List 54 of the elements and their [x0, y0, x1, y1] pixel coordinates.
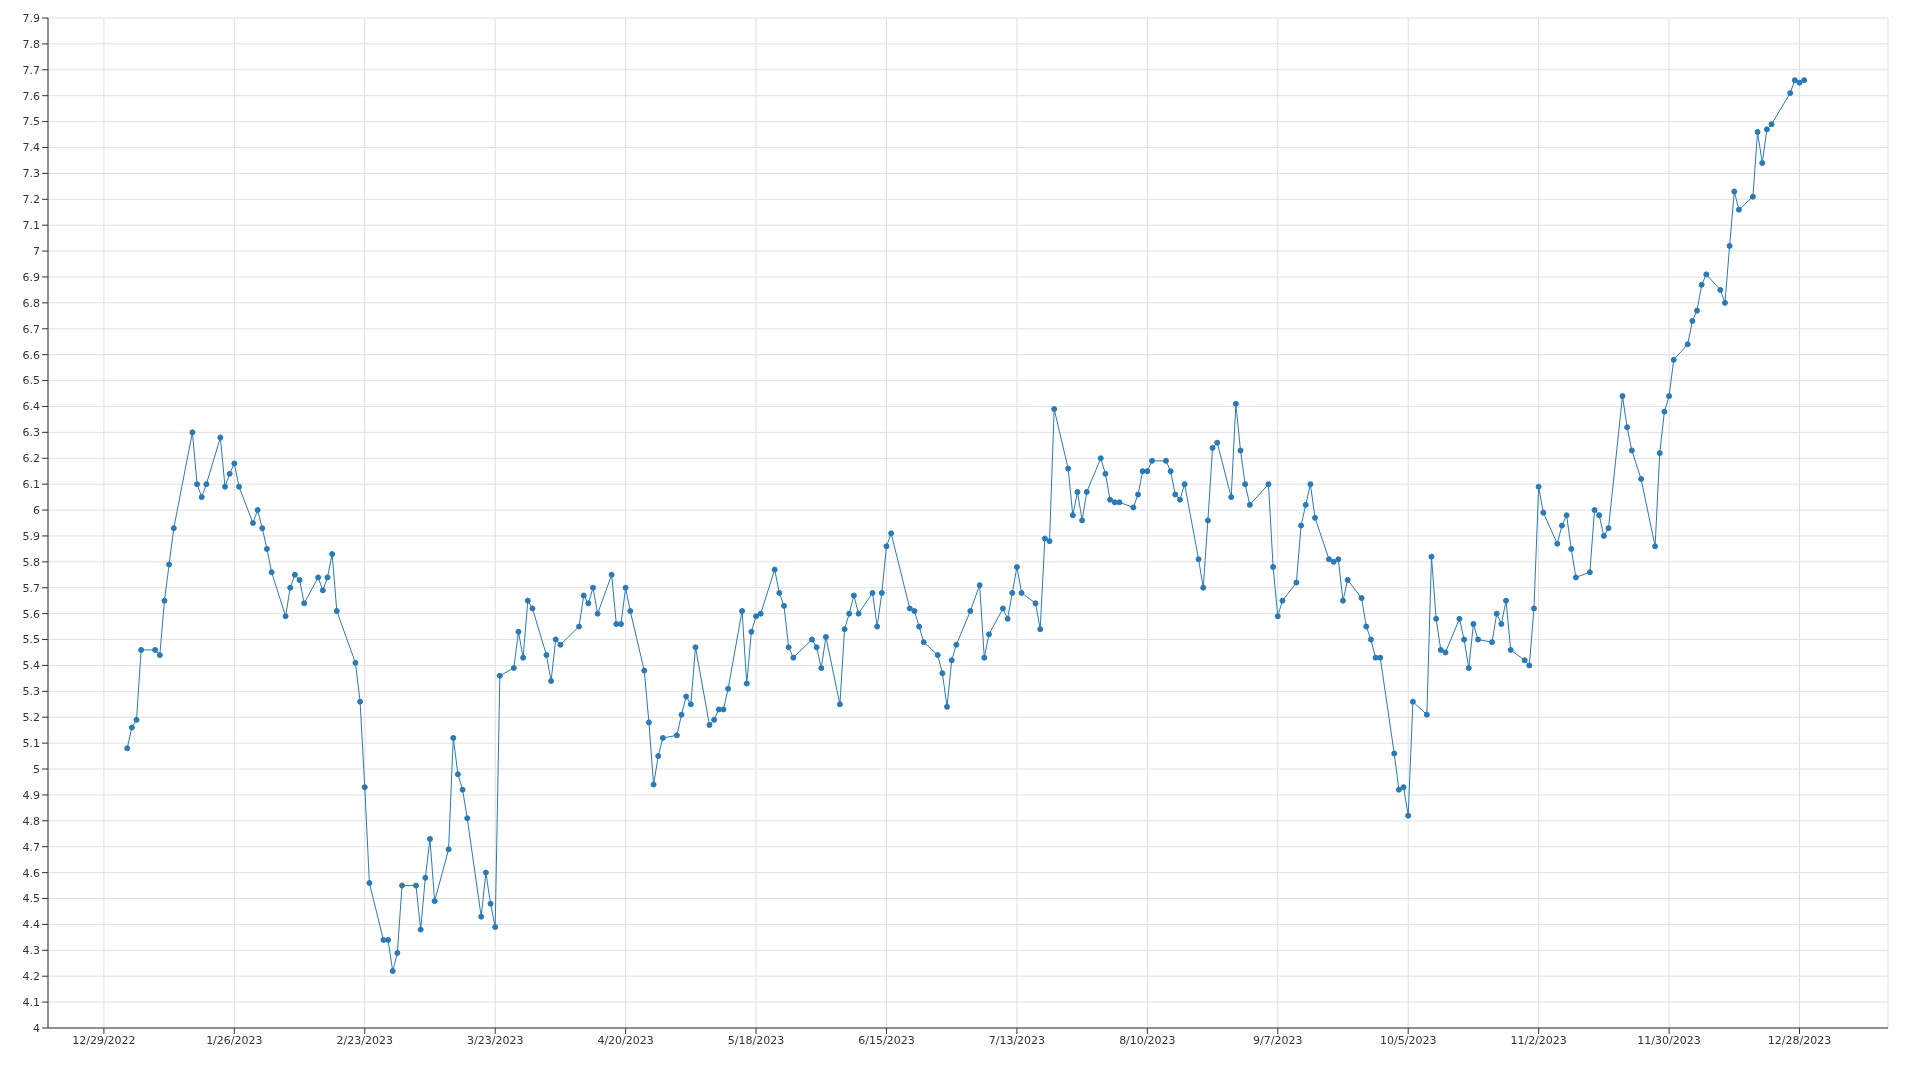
- y-tick-label: 7.5: [22, 115, 40, 129]
- y-tick-label: 7.8: [22, 37, 40, 51]
- y-tick-label: 4.8: [22, 814, 40, 828]
- y-tick-label: 7.2: [22, 193, 40, 207]
- x-tick-label: 10/5/2023: [1380, 1033, 1437, 1047]
- y-tick-label: 6.7: [22, 322, 40, 336]
- x-tick-label: 4/20/2023: [597, 1033, 654, 1047]
- y-tick-label: 6.8: [22, 296, 40, 310]
- x-tick-label: 7/13/2023: [988, 1033, 1046, 1047]
- x-tick-label: 6/15/2023: [858, 1033, 915, 1047]
- y-tick-label: 6.6: [22, 348, 40, 362]
- y-tick-label: 5.8: [22, 555, 40, 569]
- x-tick-label: 12/28/2023: [1767, 1033, 1832, 1047]
- y-tick-label: 5.9: [22, 529, 40, 543]
- x-tick-label: 8/10/2023: [1119, 1033, 1176, 1047]
- y-tick-label: 4.6: [22, 866, 40, 880]
- y-tick-label: 6.1: [22, 478, 40, 492]
- y-tick-label: 4.5: [22, 892, 40, 906]
- y-tick-label: 4.2: [22, 970, 40, 984]
- x-tick-label: 12/29/2022: [72, 1033, 136, 1047]
- y-tick-label: 4.3: [22, 944, 40, 958]
- y-tick-label: 5: [33, 762, 40, 776]
- y-tick-label: 6.5: [22, 374, 40, 388]
- y-tick-label: 6.3: [22, 426, 40, 440]
- x-tick-label: 9/7/2023: [1253, 1033, 1303, 1047]
- y-tick-label: 5.5: [22, 633, 40, 647]
- y-tick-label: 5.1: [22, 737, 40, 751]
- y-tick-label: 7.6: [22, 89, 40, 103]
- y-tick-label: 7.9: [22, 11, 40, 25]
- y-tick-label: 4: [33, 1021, 40, 1035]
- y-tick-label: 6.9: [22, 270, 40, 284]
- x-tick-label: 2/23/2023: [336, 1033, 393, 1047]
- y-tick-label: 6.2: [22, 452, 40, 466]
- x-tick-label: 11/30/2023: [1637, 1033, 1701, 1047]
- x-tick-label: 3/23/2023: [466, 1033, 524, 1047]
- y-tick-label: 4.4: [22, 918, 40, 932]
- y-tick-label: 5.2: [22, 711, 40, 725]
- y-tick-label: 4.9: [22, 788, 40, 802]
- y-tick-label: 7.3: [22, 167, 40, 181]
- y-tick-label: 4.7: [22, 840, 40, 854]
- y-tick-label: 7.7: [22, 63, 40, 77]
- y-tick-label: 5.3: [22, 685, 40, 699]
- y-tick-label: 7.1: [22, 219, 40, 233]
- y-tick-label: 4.1: [22, 996, 40, 1010]
- x-tick-label: 11/2/2023: [1510, 1033, 1567, 1047]
- x-tick-label: 1/26/2023: [206, 1033, 263, 1047]
- y-tick-label: 5.4: [22, 659, 40, 673]
- y-tick-label: 5.6: [22, 607, 40, 621]
- x-tick-label: 5/18/2023: [727, 1033, 785, 1047]
- y-tick-label: 6.4: [22, 400, 40, 414]
- y-tick-label: 7: [33, 244, 40, 258]
- y-tick-label: 5.7: [22, 581, 40, 595]
- y-tick-label: 7.4: [22, 141, 40, 155]
- y-tick-label: 6: [33, 503, 40, 517]
